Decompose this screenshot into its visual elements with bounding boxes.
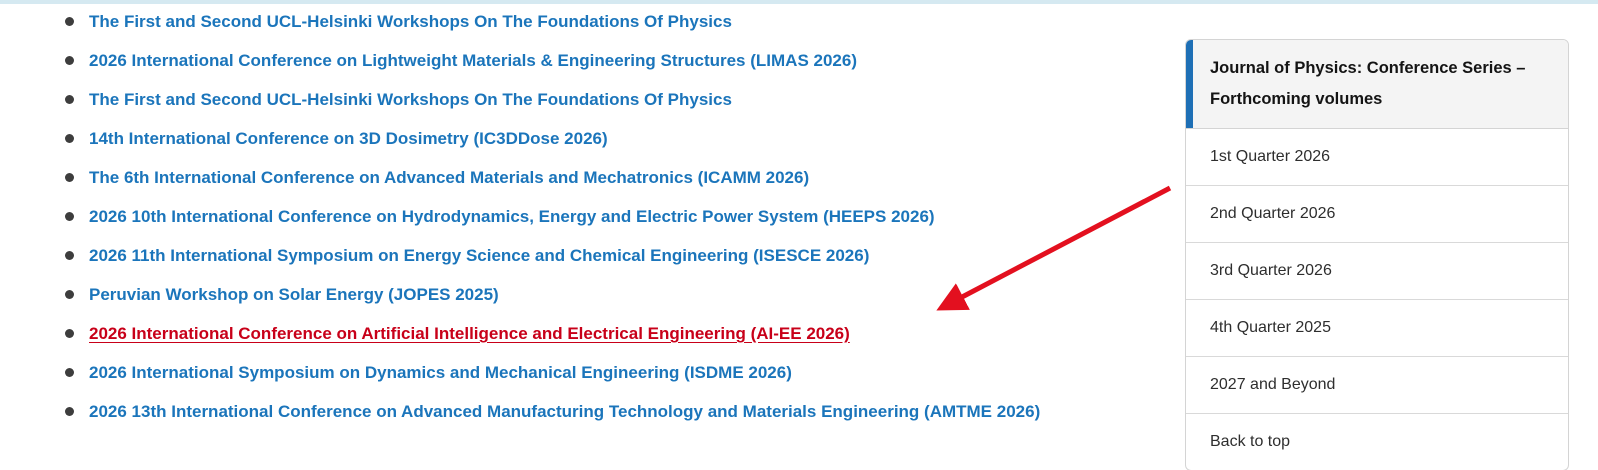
bullet-icon (65, 407, 74, 416)
sidebar-item-3rd-quarter-2026[interactable]: 3rd Quarter 2026 (1210, 262, 1332, 279)
panel-list: 1st Quarter 2026 2nd Quarter 2026 3rd Qu… (1186, 129, 1568, 470)
conference-link[interactable]: The 6th International Conference on Adva… (89, 168, 810, 187)
conference-list-item: 2026 13th International Conference on Ad… (65, 396, 1100, 427)
list-item: 1st Quarter 2026 (1186, 129, 1568, 185)
bullet-icon (65, 95, 74, 104)
forthcoming-volumes-panel: Journal of Physics: Conference Series – … (1185, 39, 1569, 470)
conference-list-item: 2026 International Symposium on Dynamics… (65, 357, 1100, 388)
conference-link[interactable]: The First and Second UCL-Helsinki Worksh… (89, 12, 732, 31)
list-item: Back to top (1186, 413, 1568, 470)
sidebar-item-2027-and-beyond[interactable]: 2027 and Beyond (1210, 376, 1336, 393)
list-item: 4th Quarter 2025 (1186, 299, 1568, 356)
sidebar-item-4th-quarter-2025[interactable]: 4th Quarter 2025 (1210, 319, 1331, 336)
conference-link[interactable]: Peruvian Workshop on Solar Energy (JOPES… (89, 285, 499, 304)
conference-link[interactable]: 2026 11th International Symposium on Ene… (89, 246, 870, 265)
sidebar-item-1st-quarter-2026[interactable]: 1st Quarter 2026 (1210, 148, 1331, 165)
sidebar-item-2nd-quarter-2026[interactable]: 2nd Quarter 2026 (1210, 205, 1336, 222)
conference-link[interactable]: 2026 13th International Conference on Ad… (89, 402, 1041, 421)
conference-list-item: 2026 International Conference on Artific… (65, 318, 1100, 349)
conference-list-item: The 6th International Conference on Adva… (65, 162, 1100, 193)
bullet-icon (65, 368, 74, 377)
conference-list-item: 2026 International Conference on Lightwe… (65, 45, 1100, 76)
conference-list-item: 14th International Conference on 3D Dosi… (65, 123, 1100, 154)
conference-list: The First and Second UCL-Helsinki Worksh… (65, 6, 1100, 435)
conference-link[interactable]: 2026 International Conference on Lightwe… (89, 51, 857, 70)
sidebar-item-back-to-top[interactable]: Back to top (1210, 433, 1291, 450)
bullet-icon (65, 212, 74, 221)
conference-link-highlighted[interactable]: 2026 International Conference on Artific… (89, 324, 850, 343)
list-item: 2nd Quarter 2026 (1186, 185, 1568, 242)
conference-list-item: Peruvian Workshop on Solar Energy (JOPES… (65, 279, 1100, 310)
conference-list-item: The First and Second UCL-Helsinki Worksh… (65, 6, 1100, 37)
bullet-icon (65, 173, 74, 182)
conference-link[interactable]: 2026 International Symposium on Dynamics… (89, 363, 792, 382)
bullet-icon (65, 251, 74, 260)
conference-list-item: 2026 10th International Conference on Hy… (65, 201, 1100, 232)
conference-list-item: 2026 11th International Symposium on Ene… (65, 240, 1100, 271)
conference-link[interactable]: The First and Second UCL-Helsinki Worksh… (89, 90, 732, 109)
top-divider (0, 0, 1598, 4)
conference-list-item: The First and Second UCL-Helsinki Worksh… (65, 84, 1100, 115)
bullet-icon (65, 17, 74, 26)
list-item: 2027 and Beyond (1186, 356, 1568, 413)
bullet-icon (65, 329, 74, 338)
bullet-icon (65, 56, 74, 65)
panel-header: Journal of Physics: Conference Series – … (1186, 40, 1568, 129)
conference-link[interactable]: 2026 10th International Conference on Hy… (89, 207, 935, 226)
list-item: 3rd Quarter 2026 (1186, 242, 1568, 299)
bullet-icon (65, 134, 74, 143)
accent-bar (1186, 40, 1193, 128)
panel-title: Journal of Physics: Conference Series – … (1210, 59, 1526, 108)
conference-link[interactable]: 14th International Conference on 3D Dosi… (89, 129, 608, 148)
bullet-icon (65, 290, 74, 299)
